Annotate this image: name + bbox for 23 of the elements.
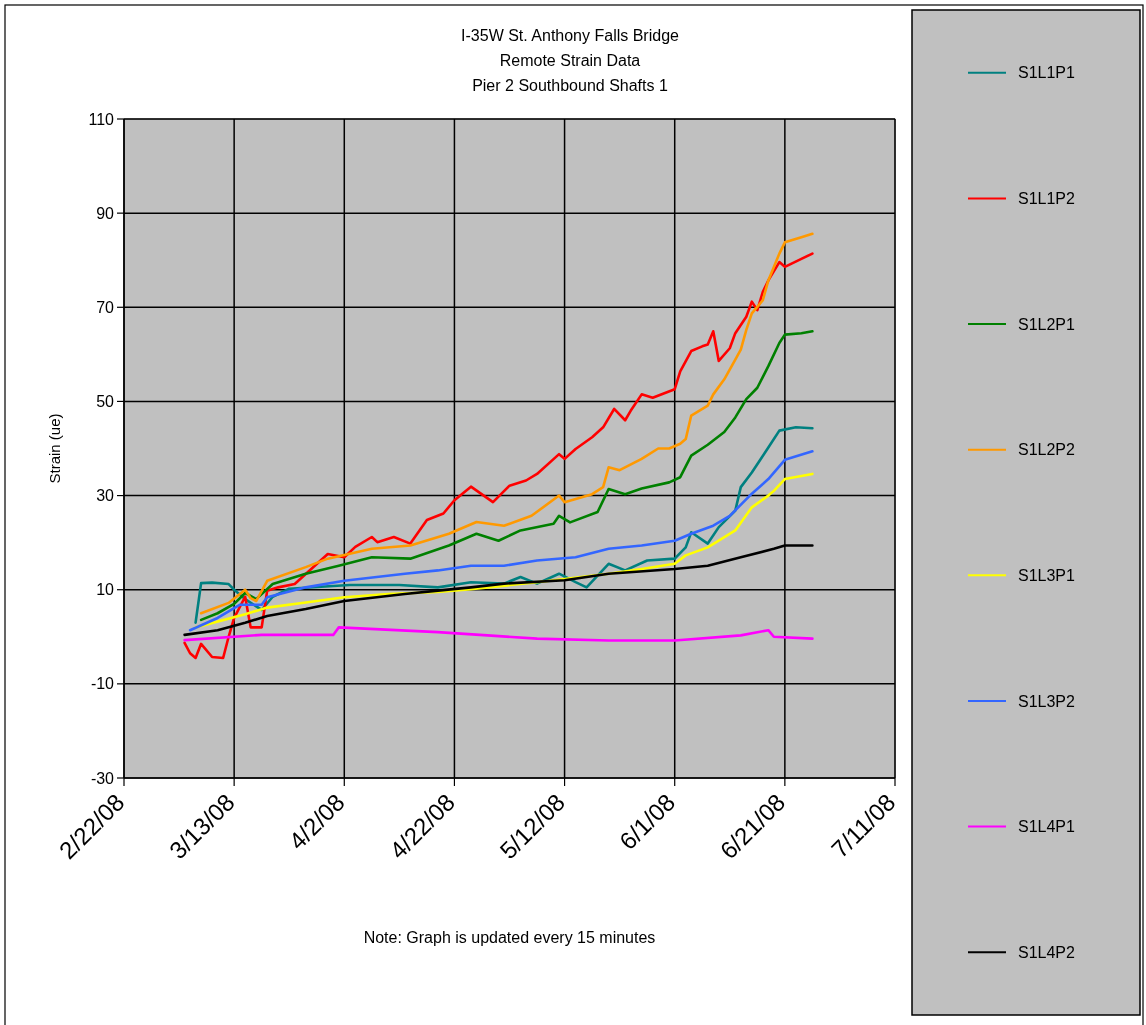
line-series: [183, 252, 814, 660]
y-tick-label: 10: [96, 581, 115, 599]
y-tick-label: 90: [96, 204, 115, 222]
legend-label: S1L4P2: [1018, 943, 1076, 961]
line-series: [183, 626, 814, 642]
y-tick-label: 110: [88, 110, 115, 128]
text: Note: Graph is updated every 15 minutes: [363, 928, 656, 946]
legend-label: S1L4P1: [1018, 818, 1076, 836]
chart-title: I-35W St. Anthony Falls Bridge Remote Strain Data Pier 2 Southbound Shafts 1: [461, 26, 680, 94]
legend-label: S1L3P1: [1018, 566, 1076, 584]
legend-label: S1L2P2: [1018, 441, 1076, 459]
y-tick-label: -30: [90, 769, 115, 787]
y-axis-title: Strain (ue): [46, 413, 64, 484]
legend-label: S1L1P1: [1018, 64, 1076, 82]
y-tick-label: 50: [96, 393, 115, 411]
line-series: [199, 329, 814, 622]
legend-label: S1L3P2: [1018, 692, 1076, 710]
y-tick-label: 70: [96, 298, 115, 316]
legend-label: S1L2P1: [1018, 315, 1076, 333]
y-tick-label: 30: [96, 487, 115, 505]
line-series: [199, 232, 814, 615]
legend-label: S1L1P2: [1018, 190, 1076, 208]
y-tick-label: -10: [90, 675, 115, 693]
